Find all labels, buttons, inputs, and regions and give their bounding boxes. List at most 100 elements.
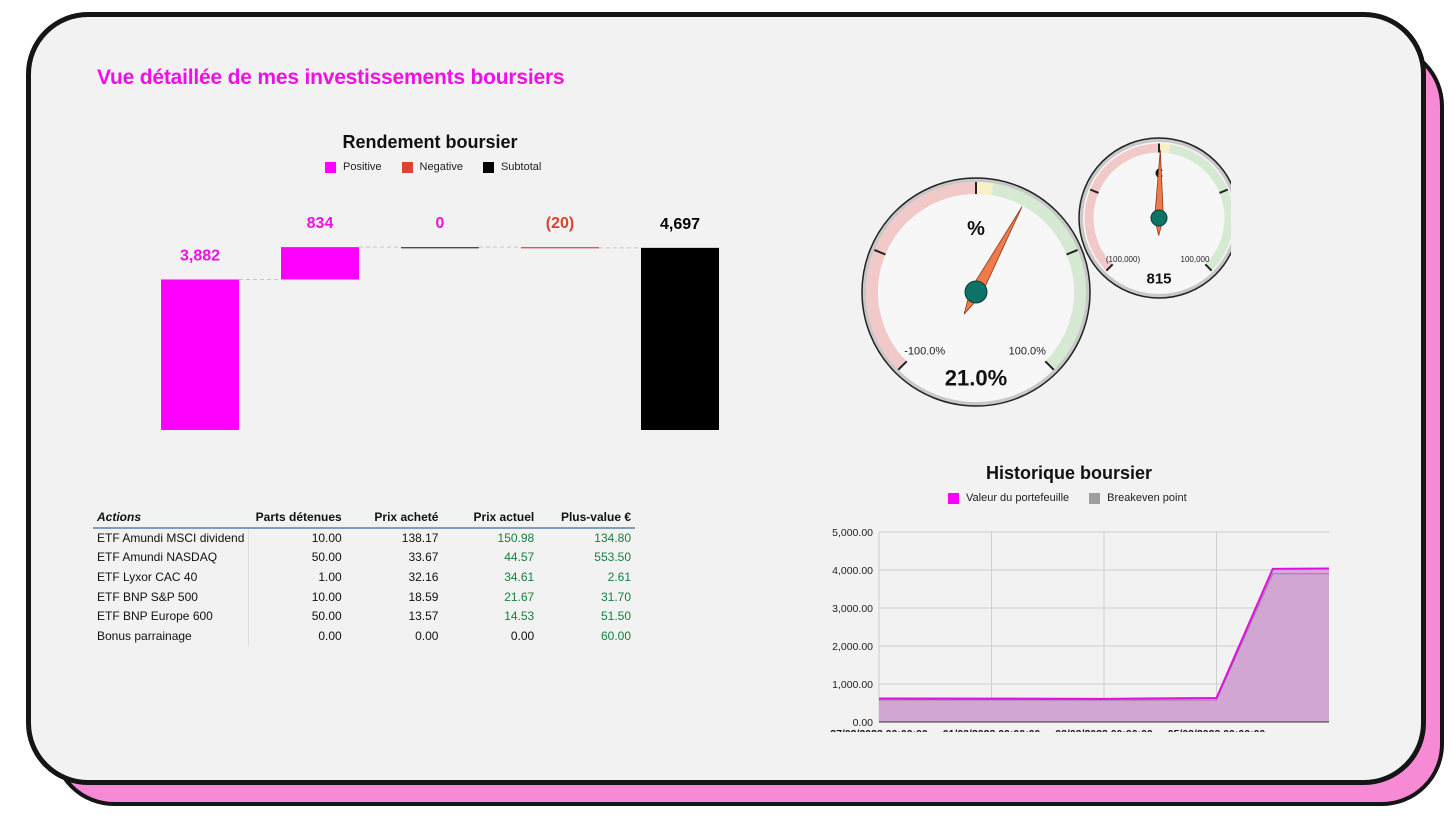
waterfall-category-label: Plus-value actions bbox=[274, 436, 366, 437]
col-header-parts: Parts détenues bbox=[255, 510, 342, 524]
history-x-tick-label: 03/03/2023 00:00:00 bbox=[1055, 728, 1153, 732]
col-header-prix-achete: Prix acheté bbox=[374, 510, 439, 524]
history-line-breakeven bbox=[879, 573, 1329, 701]
history-y-tick-label: 4,000.00 bbox=[832, 565, 873, 577]
legend-item-negative: Negative bbox=[401, 161, 463, 173]
cell-parts: 10.00 bbox=[311, 531, 342, 546]
waterfall-bar bbox=[641, 247, 719, 430]
cell-plus-value: 60.00 bbox=[600, 628, 631, 643]
legend-swatch-negative bbox=[401, 161, 413, 173]
cell-action: ETF BNP S&P 500 bbox=[93, 586, 250, 607]
cell-prix-actuel: 21.67 bbox=[504, 589, 535, 604]
euro-gauge-value: 815 bbox=[1146, 271, 1171, 288]
percent-gauge-max-label: 100.0% bbox=[1009, 346, 1047, 358]
waterfall-title: Rendement boursier bbox=[342, 132, 518, 152]
cell-parts: 1.00 bbox=[318, 569, 342, 584]
cell-action: ETF Amundi NASDAQ bbox=[93, 547, 250, 568]
cell-prix-achete: 18.59 bbox=[408, 589, 439, 604]
cell-prix-actuel: 150.98 bbox=[497, 531, 535, 546]
history-line-portefeuille bbox=[878, 567, 1330, 700]
euro-gauge-tick bbox=[1204, 263, 1213, 272]
legend-label-positive: Positive bbox=[343, 161, 382, 173]
cell-prix-achete: 32.16 bbox=[408, 569, 439, 584]
cell-parts: 10.00 bbox=[311, 589, 342, 604]
history-y-tick-label: 1,000.00 bbox=[832, 679, 873, 691]
cell-action: ETF Amundi MSCI dividend bbox=[93, 528, 250, 548]
legend-item-positive: Positive bbox=[325, 161, 382, 173]
holdings-table: Actions Parts détenues Prix acheté Prix … bbox=[93, 507, 635, 646]
cell-parts: 0.00 bbox=[318, 628, 342, 643]
percent-gauge-hub bbox=[964, 280, 988, 304]
cell-parts: 50.00 bbox=[311, 609, 342, 624]
euro-gauge-tick bbox=[1089, 188, 1099, 194]
euro-gauge-tick bbox=[1219, 188, 1229, 194]
history-legend: Valeur du portefeuille Breakeven point bbox=[948, 492, 1207, 504]
history-title: Historique boursier bbox=[985, 463, 1153, 483]
legend-swatch-subtotal bbox=[482, 161, 494, 173]
gauges: -100.0%100.0%%21.0%(100,000)100,000€815 bbox=[861, 137, 1231, 407]
waterfall-data-label: (20) bbox=[546, 215, 574, 232]
cell-prix-achete: 33.67 bbox=[408, 550, 439, 565]
cell-action: ETF Lyxor CAC 40 bbox=[93, 567, 250, 587]
history-x-tick-label: 05/03/2023 00:00:00 bbox=[1168, 728, 1266, 732]
percent-gauge-tick bbox=[1066, 248, 1079, 256]
legend-label-portefeuille: Valeur du portefeuille bbox=[966, 492, 1070, 504]
euro-gauge-min-label: (100,000) bbox=[1106, 255, 1141, 264]
euro-gauge-tick bbox=[1105, 263, 1114, 272]
col-header-prix-actuel: Prix actuel bbox=[473, 510, 535, 524]
percent-gauge-value: 21.0% bbox=[945, 365, 1007, 390]
waterfall-bar bbox=[521, 247, 599, 249]
waterfall-data-label: 3,882 bbox=[180, 247, 220, 264]
history-y-tick-label: 0.00 bbox=[853, 717, 874, 729]
percent-gauge-unit: % bbox=[967, 218, 985, 240]
waterfall-data-label: 4,697 bbox=[660, 216, 700, 233]
cell-action: ETF BNP Europe 600 bbox=[93, 606, 250, 626]
legend-item-breakeven: Breakeven point bbox=[1089, 492, 1187, 504]
cell-plus-value: 51.50 bbox=[600, 609, 631, 624]
cell-prix-actuel: 34.61 bbox=[504, 569, 535, 584]
cell-plus-value: 553.50 bbox=[594, 550, 631, 565]
history-x-tick-label: 27/02/2023 00:00:00 bbox=[830, 728, 928, 732]
col-header-plus-value: Plus-value € bbox=[560, 510, 631, 524]
cell-prix-achete: 138.17 bbox=[401, 531, 439, 546]
euro-gauge-max-label: 100,000 bbox=[1181, 255, 1210, 264]
waterfall-chart: 3,882 Invest. boursiers 834 Plus-value acti… bbox=[158, 215, 734, 437]
cell-prix-actuel: 44.57 bbox=[504, 550, 535, 565]
dashboard-card: Vue détaillée de mes investissements bou… bbox=[26, 12, 1426, 785]
table-row: ETF BNP Europe 600 50.00 13.57 14.53 51.… bbox=[93, 606, 635, 626]
history-y-tick-label: 2,000.00 bbox=[832, 641, 873, 653]
waterfall-data-label: 834 bbox=[307, 215, 334, 232]
waterfall-bar bbox=[161, 279, 239, 430]
euro-gauge-hub bbox=[1150, 209, 1168, 227]
legend-item-portefeuille: Valeur du portefeuille bbox=[948, 492, 1069, 504]
table-row: ETF Amundi NASDAQ 50.00 33.67 44.57 553.… bbox=[93, 547, 635, 568]
history-area-breakeven bbox=[879, 573, 1329, 722]
cell-action: Bonus parrainage bbox=[93, 625, 250, 646]
cell-prix-actuel: 14.53 bbox=[504, 609, 535, 624]
cell-prix-achete: 0.00 bbox=[415, 628, 439, 643]
legend-swatch-positive bbox=[325, 161, 336, 173]
table-row: ETF BNP S&P 500 10.00 18.59 21.67 31.70 bbox=[93, 586, 635, 607]
percent-gauge-mid-band bbox=[975, 182, 994, 196]
waterfall-data-label: 0 bbox=[436, 215, 445, 232]
percent-gauge-tick bbox=[873, 248, 886, 256]
waterfall-bar bbox=[281, 247, 359, 280]
history-x-tick-label: 01/03/2023 00:00:00 bbox=[943, 728, 1041, 732]
page-title: Vue détaillée de mes investissements bou… bbox=[97, 66, 565, 89]
cell-plus-value: 31.70 bbox=[600, 589, 631, 604]
history-chart: 0.00 1,000.00 2,000.00 3,000.00 4,000.00 5,00… bbox=[830, 527, 1330, 732]
cell-parts: 50.00 bbox=[311, 550, 342, 565]
legend-label-breakeven: Breakeven point bbox=[1107, 492, 1187, 504]
waterfall-category-label: Frais boursiers bbox=[522, 436, 598, 437]
history-y-tick-label: 5,000.00 bbox=[832, 527, 873, 539]
table-header-row: Actions Parts détenues Prix acheté Prix … bbox=[93, 507, 635, 528]
cell-plus-value: 134.80 bbox=[594, 531, 631, 546]
waterfall-bar bbox=[401, 247, 479, 249]
table-row: Bonus parrainage 0.00 0.00 0.00 60.00 bbox=[93, 625, 635, 646]
legend-swatch-breakeven bbox=[1089, 492, 1101, 504]
table-row: ETF Lyxor CAC 40 1.00 32.16 34.61 2.61 bbox=[93, 567, 635, 587]
table-row: ETF Amundi MSCI dividend 10.00 138.17 15… bbox=[93, 528, 635, 548]
waterfall-category-label: Valeur du portefeuille bbox=[627, 436, 734, 437]
col-header-actions: Actions bbox=[97, 510, 142, 524]
cell-plus-value: 2.61 bbox=[607, 569, 631, 584]
